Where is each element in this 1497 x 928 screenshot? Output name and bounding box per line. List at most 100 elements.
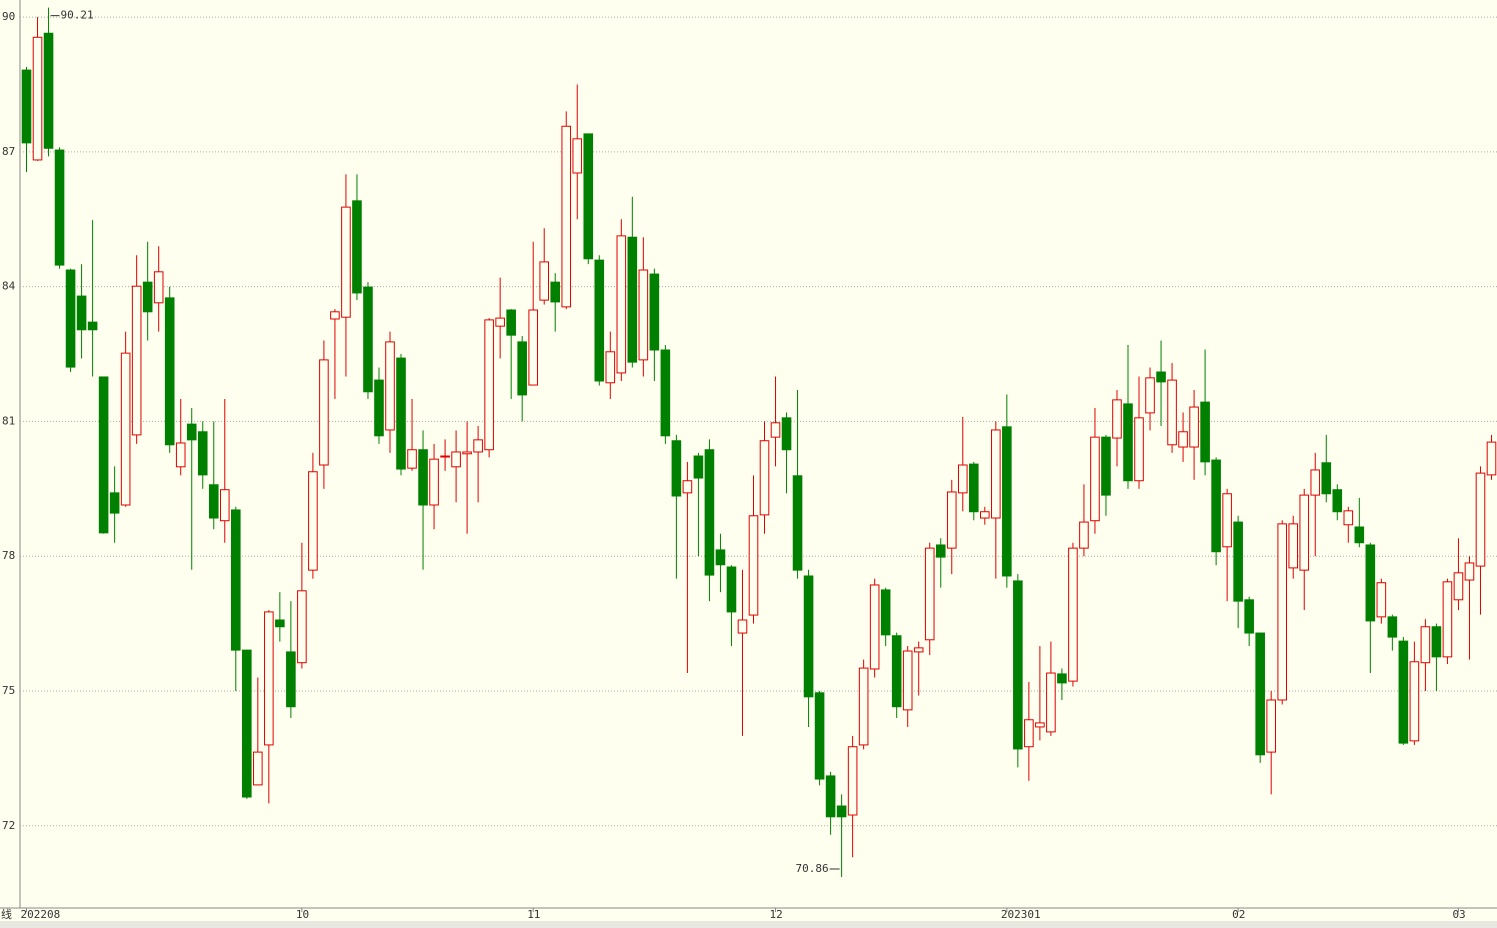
candle-body bbox=[87, 321, 98, 331]
candle-body bbox=[1420, 626, 1431, 664]
candle-body bbox=[1090, 436, 1100, 522]
candle-body bbox=[1178, 431, 1188, 448]
x-tick-label: 02 bbox=[1232, 908, 1245, 921]
candle-body bbox=[528, 309, 538, 386]
candle-body bbox=[1079, 521, 1089, 549]
y-tick-label: 78 bbox=[2, 549, 15, 562]
candle-body bbox=[561, 125, 572, 308]
candle-body bbox=[286, 651, 296, 708]
candle-body bbox=[319, 359, 329, 466]
candle-body bbox=[902, 650, 913, 711]
candle-body bbox=[1145, 377, 1155, 414]
y-tick-label: 75 bbox=[2, 684, 15, 697]
candle-body bbox=[913, 647, 924, 653]
candle-body bbox=[308, 471, 318, 571]
x-tick-label: 03 bbox=[1452, 908, 1465, 921]
candle-body bbox=[1024, 719, 1034, 748]
candle-body bbox=[1189, 406, 1199, 448]
candle-body bbox=[1068, 547, 1078, 682]
candle-body bbox=[1101, 436, 1111, 496]
candle-body bbox=[605, 351, 616, 384]
candle-body bbox=[1409, 661, 1420, 742]
candle-body bbox=[1464, 562, 1475, 581]
candle-body bbox=[935, 544, 946, 558]
candle-body bbox=[1002, 426, 1012, 577]
candle-body bbox=[164, 297, 175, 446]
candle-body bbox=[1134, 417, 1144, 482]
candle-body bbox=[1167, 379, 1177, 446]
candle-body bbox=[440, 455, 450, 458]
candle-body bbox=[759, 440, 770, 516]
candle-body bbox=[814, 692, 825, 780]
candle-body bbox=[770, 422, 781, 438]
candle-body bbox=[1442, 581, 1453, 658]
candle-body bbox=[715, 549, 726, 566]
candle-body bbox=[1453, 572, 1464, 601]
candle-body bbox=[418, 449, 428, 506]
candle-body bbox=[429, 458, 439, 506]
candle-body bbox=[594, 259, 605, 382]
candle-body bbox=[1255, 632, 1265, 756]
candle-body bbox=[880, 589, 891, 636]
candle-body bbox=[704, 449, 715, 576]
y-tick-label: 84 bbox=[2, 280, 16, 293]
candle-body bbox=[352, 200, 362, 294]
candle-body bbox=[583, 133, 594, 260]
candle-body bbox=[1332, 489, 1343, 513]
candle-body bbox=[142, 281, 153, 313]
candle-body bbox=[21, 69, 32, 144]
candle-body bbox=[451, 451, 461, 468]
candle-body bbox=[1387, 616, 1398, 638]
candle-body bbox=[1057, 673, 1067, 684]
high-label: 90.21 bbox=[61, 9, 94, 22]
candle-body bbox=[891, 635, 902, 708]
candle-body bbox=[131, 285, 142, 436]
y-tick-label: 72 bbox=[2, 819, 15, 832]
candle-body bbox=[54, 149, 65, 266]
candle-body bbox=[991, 429, 1001, 519]
candle-body bbox=[43, 32, 54, 149]
candle-body bbox=[242, 649, 252, 798]
candle-body bbox=[1398, 640, 1409, 744]
candle-body bbox=[462, 451, 472, 455]
candle-body bbox=[186, 423, 197, 441]
candle-body bbox=[946, 491, 957, 549]
low-label: 70.86 bbox=[795, 862, 828, 875]
candle-body bbox=[297, 590, 307, 664]
candle-body bbox=[1288, 523, 1299, 569]
candle-body bbox=[638, 269, 649, 361]
candle-body bbox=[1222, 493, 1232, 548]
candle-body bbox=[109, 492, 120, 514]
candle-body bbox=[847, 746, 858, 816]
period-label: 日线 bbox=[0, 907, 12, 921]
candle-body bbox=[1123, 403, 1133, 482]
candle-body bbox=[175, 442, 186, 468]
candle-body bbox=[682, 480, 693, 494]
candle-body bbox=[208, 484, 219, 519]
candle-body bbox=[506, 309, 516, 336]
candle-body bbox=[858, 667, 869, 746]
y-tick-label: 90 bbox=[2, 10, 15, 23]
candle-body bbox=[76, 295, 87, 331]
candle-body bbox=[572, 138, 583, 174]
candle-body bbox=[153, 271, 164, 304]
candle-body bbox=[649, 273, 660, 351]
candle-body bbox=[660, 349, 671, 437]
candle-body bbox=[341, 206, 351, 318]
candle-body bbox=[396, 357, 406, 470]
x-tick-label: 11 bbox=[527, 908, 540, 921]
candle-body bbox=[957, 464, 968, 494]
candle-body bbox=[924, 547, 935, 641]
candle-body bbox=[1266, 699, 1276, 753]
candle-body bbox=[627, 236, 638, 363]
candle-body bbox=[1310, 469, 1321, 496]
candle-body bbox=[65, 269, 76, 368]
candle-body bbox=[363, 286, 373, 393]
candle-body bbox=[539, 261, 550, 301]
candle-body bbox=[264, 611, 274, 746]
x-tick-label: 12 bbox=[770, 908, 783, 921]
candle-body bbox=[1431, 626, 1442, 658]
candle-body bbox=[1211, 459, 1221, 553]
candle-body bbox=[1365, 544, 1376, 622]
